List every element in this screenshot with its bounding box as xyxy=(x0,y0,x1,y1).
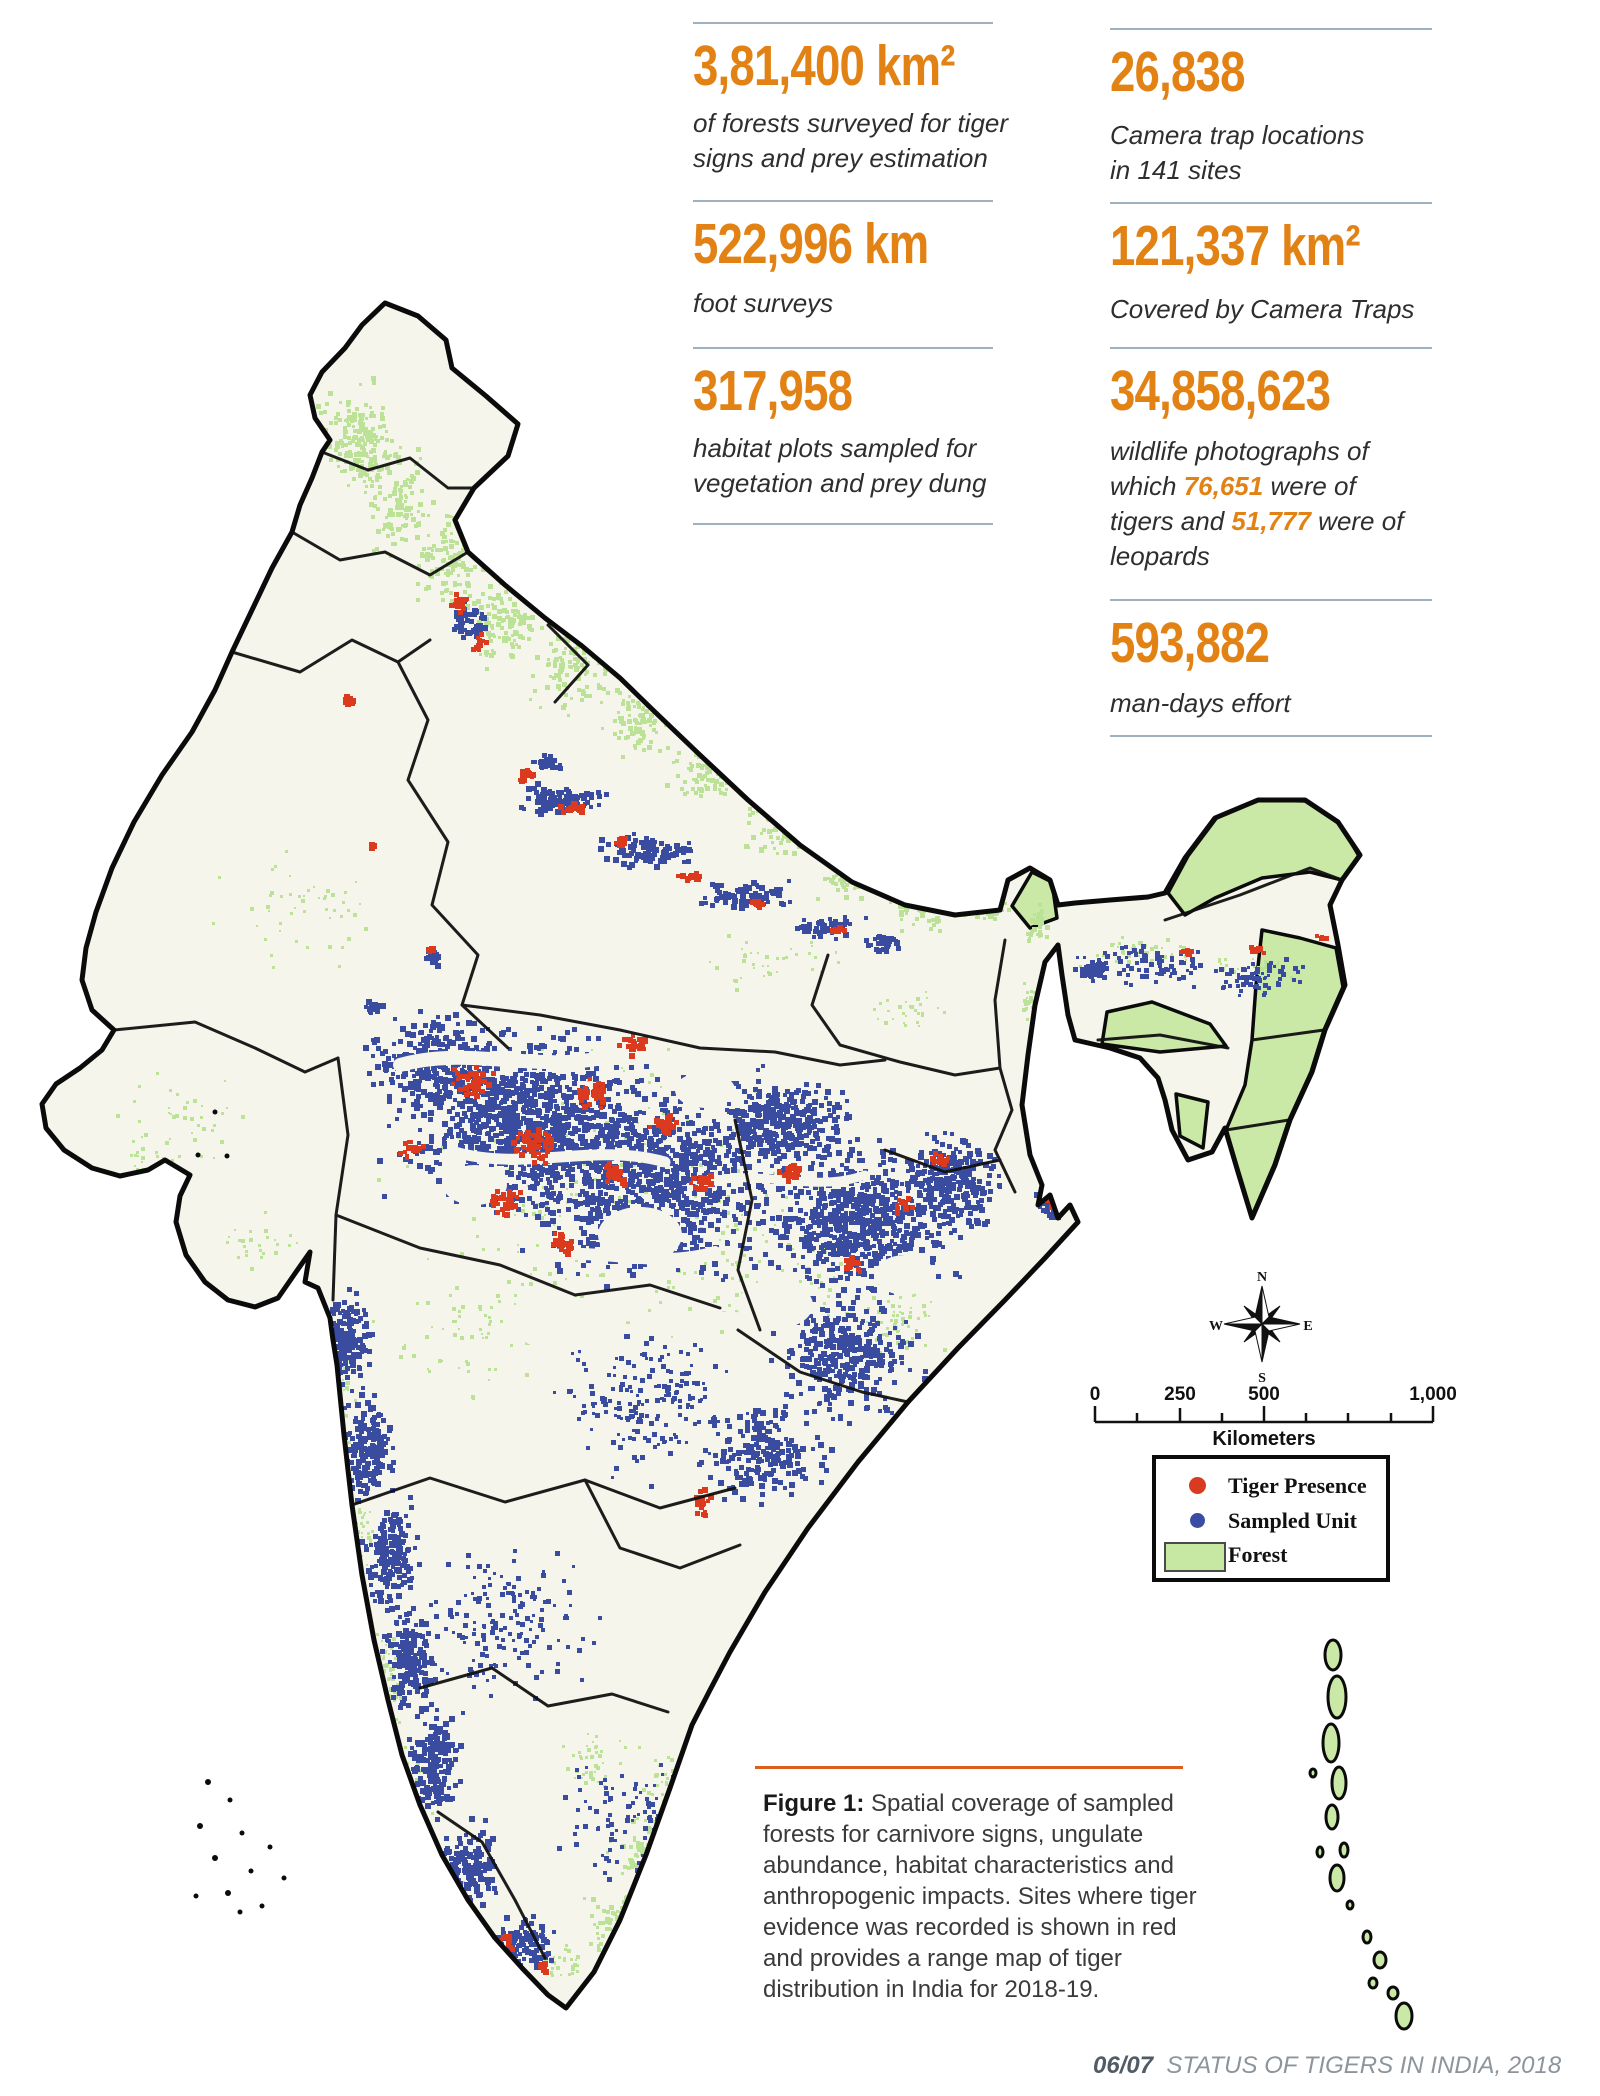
report-title-text: STATUS OF TIGERS IN INDIA, 2018 xyxy=(1166,2052,1562,2079)
stat-man-days-value: 593,882 xyxy=(1110,611,1270,675)
figure-caption: Figure 1: Spatial coverage of sampled fo… xyxy=(763,1788,1199,2005)
compass-rose-icon: N S E W xyxy=(1209,1270,1313,1386)
divider-rule xyxy=(693,523,993,525)
divider-rule xyxy=(1110,202,1432,204)
stat-foot-surveys-desc: foot surveys xyxy=(693,288,834,318)
stat-photographs-value: 34,858,623 xyxy=(1110,359,1331,423)
divider-rule xyxy=(1110,599,1432,601)
lakshadweep-islands xyxy=(193,1109,287,1915)
andaman-nicobar-islands xyxy=(1308,1638,1414,2031)
legend-item-tiger-presence: Tiger Presence xyxy=(1156,1473,1386,1503)
stat-camera-area-value: 121,337 km² xyxy=(1110,214,1361,278)
map-legend: Tiger Presence Sampled Unit Forest xyxy=(1152,1455,1390,1582)
legend-item-forest: Forest xyxy=(1156,1542,1386,1572)
stat-camera-area-desc: Covered by Camera Traps xyxy=(1110,294,1415,324)
legend-label: Sampled Unit xyxy=(1228,1508,1357,1533)
scale-tick-label: 500 xyxy=(1248,1384,1280,1405)
tiger-presence-dot-icon xyxy=(1189,1477,1206,1494)
sampled-unit-dot-icon xyxy=(1190,1513,1205,1528)
stat-foot-surveys-value: 522,996 km xyxy=(693,212,929,276)
divider-rule xyxy=(693,22,993,24)
stat-man-days-desc: man-days effort xyxy=(1110,688,1291,718)
divider-rule xyxy=(693,200,993,202)
stat-photographs-desc: wildlife photographs of which 76,651 wer… xyxy=(1110,436,1404,571)
scale-tick-label: 0 xyxy=(1090,1384,1101,1405)
stat-forests-surveyed-desc: of forests surveyed for tiger signs and … xyxy=(693,108,1009,173)
stat-habitat-plots-desc: habitat plots sampled for vegetation and… xyxy=(693,433,987,498)
page-footer: 06/07 STATUS OF TIGERS IN INDIA, 2018 xyxy=(1093,2052,1561,2080)
divider-rule xyxy=(1110,735,1432,737)
stat-camera-traps-desc: Camera trap locations in 141 sites xyxy=(1110,120,1365,185)
stat-camera-traps-value: 26,838 xyxy=(1110,40,1245,104)
legend-label: Forest xyxy=(1228,1542,1288,1567)
compass-south-label: S xyxy=(1258,1371,1266,1386)
stat-forests-surveyed-value: 3,81,400 km² xyxy=(693,34,955,98)
figure-caption-label: Figure 1: xyxy=(763,1790,865,1817)
scale-bar: 0 250 500 1,000 Kilometers xyxy=(1090,1384,1457,1450)
divider-rule xyxy=(1110,28,1432,30)
compass-west-label: W xyxy=(1209,1319,1223,1334)
legend-item-sampled-unit: Sampled Unit xyxy=(1156,1508,1386,1538)
scale-tick-label: 250 xyxy=(1164,1384,1196,1405)
figure-caption-text: Spatial coverage of sampled forests for … xyxy=(763,1790,1197,2003)
divider-rule xyxy=(693,347,993,349)
legend-label: Tiger Presence xyxy=(1228,1473,1367,1498)
forest-state-polygons xyxy=(1010,798,1360,1218)
divider-rule xyxy=(1110,347,1432,349)
compass-east-label: E xyxy=(1303,1319,1312,1334)
compass-north-label: N xyxy=(1257,1270,1267,1285)
state-boundaries xyxy=(112,450,1344,1960)
page-number: 06/07 xyxy=(1093,2052,1154,2079)
scale-unit-label: Kilometers xyxy=(1212,1428,1315,1450)
caption-rule xyxy=(755,1766,1183,1769)
stat-habitat-plots-value: 317,958 xyxy=(693,359,853,423)
scale-tick-label: 1,000 xyxy=(1409,1384,1457,1405)
forest-swatch-icon xyxy=(1164,1542,1226,1572)
